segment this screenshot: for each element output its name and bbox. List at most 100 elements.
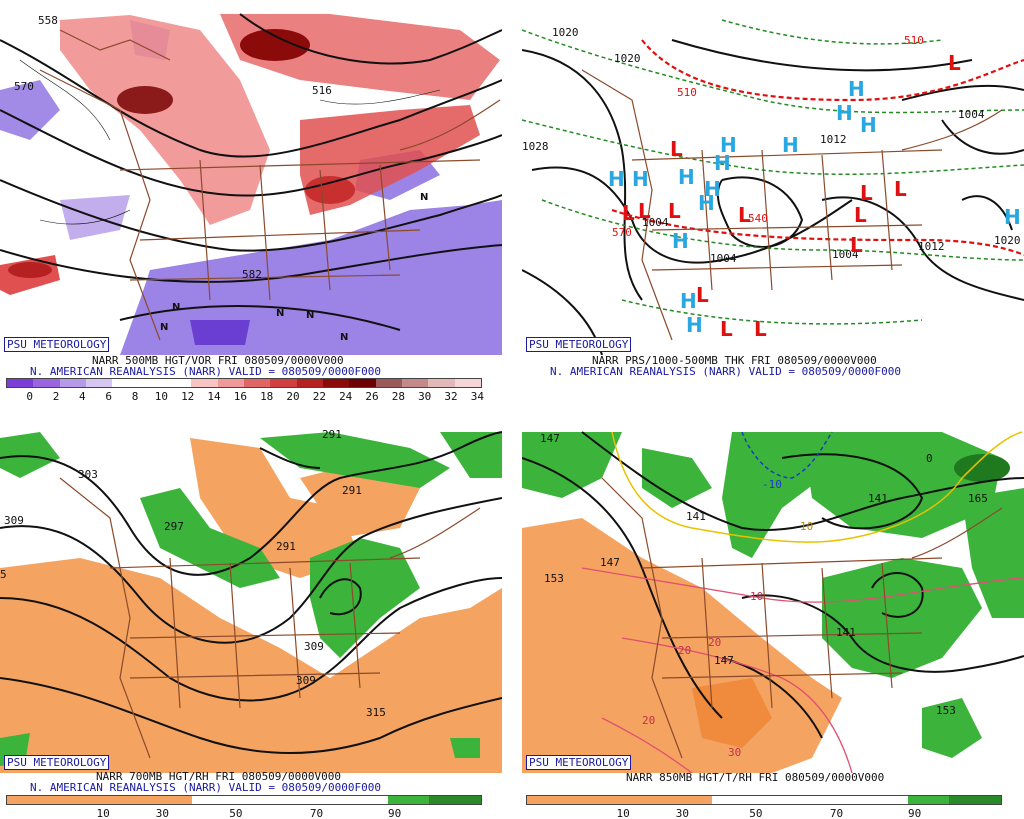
contour-label: 1004 (710, 252, 737, 265)
high-center: H (672, 229, 689, 253)
low-centers: L L L L L L L L L L L L L (622, 51, 961, 341)
contour-label: 1004 (832, 248, 859, 261)
high-center: H (608, 167, 625, 191)
contour-label: 20 (642, 714, 655, 727)
legend-tick-label: 10 (154, 390, 168, 403)
legend-swatch (164, 379, 192, 387)
low-center: L (948, 51, 961, 75)
legend-swatch (388, 796, 429, 804)
legend-tick-label: 0 (26, 390, 33, 403)
psu-meteorology-badge: PSU METEOROLOGY (4, 337, 110, 352)
height-contours (0, 431, 502, 754)
vorticity-legend-labels: 0 2 4 6 8 10 12 14 16 18 20 22 24 26 28 30 32 34 (6, 390, 484, 403)
legend-tick-label: 30 (418, 390, 432, 403)
rh-moist-area (260, 432, 450, 488)
panel-500mb-vorticity: 558 570 516 582 N N N N N N PSU METEOROL… (0, 0, 502, 404)
thin-contours (19, 59, 441, 225)
high-center: H (632, 167, 649, 191)
political-boundaries (601, 477, 1003, 759)
map-500mb: 558 570 516 582 N N N N N N (0, 0, 502, 355)
contour-label: 147 (714, 654, 734, 667)
panel-valid-time: N. AMERICAN REANALYSIS (NARR) VALID = 08… (30, 781, 381, 794)
contour-label: 20 (708, 636, 721, 649)
contour-label: 147 (540, 432, 560, 445)
low-center: L (696, 283, 709, 307)
rh-moist-area (0, 432, 60, 478)
thickness-540-line (611, 39, 1024, 257)
contour-label: 1012 (918, 240, 945, 253)
contour-label: 1020 (994, 234, 1021, 247)
contour-label: 315 (366, 706, 386, 719)
legend-swatch (138, 379, 165, 387)
vorticity-negative-area (0, 80, 60, 140)
legend-swatch (59, 379, 86, 387)
contour-label: 297 (164, 520, 184, 533)
contour-label: 558 (38, 14, 58, 27)
legend-tick-label: 22 (312, 390, 326, 403)
thickness-lines (522, 19, 1024, 325)
minimum-marker: N (340, 332, 348, 343)
legend-swatch (723, 796, 909, 804)
contour-label: 1020 (614, 52, 641, 65)
low-center: L (638, 199, 651, 223)
legend-tick-label: 24 (339, 390, 353, 403)
legend-tick-label: 2 (52, 390, 60, 403)
legend-swatch (191, 379, 218, 387)
high-center: H (720, 133, 737, 157)
psu-meteorology-badge: PSU METEOROLOGY (526, 337, 632, 352)
legend-swatch (428, 379, 455, 387)
legend-tick-label: 10 (616, 807, 630, 819)
contour-label: 1028 (522, 140, 549, 153)
minimum-marker: N (160, 322, 168, 333)
high-center: H (836, 101, 853, 125)
vorticity-max (117, 86, 173, 114)
vorticity-legend-bar (6, 378, 482, 388)
rh-max (954, 454, 1010, 482)
legend-tick-label: 10 (96, 807, 110, 819)
legend-swatch (322, 379, 350, 387)
low-center: L (738, 203, 751, 227)
contour-label: 291 (322, 428, 342, 441)
rh-moist-area (962, 488, 1024, 618)
contour-label: 141 (836, 626, 856, 639)
legend-swatch (711, 796, 724, 804)
psu-meteorology-badge: PSU METEOROLOGY (4, 755, 110, 770)
legend-swatch (375, 379, 402, 387)
rh-moist-area (922, 698, 982, 758)
legend-swatch (217, 379, 244, 387)
positive-isotherms (581, 567, 1024, 773)
low-center: L (850, 233, 863, 257)
high-centers: H H H H H H H H H H H H H H H (608, 77, 1021, 337)
high-center: H (678, 165, 695, 189)
legend-swatch (527, 796, 712, 804)
panel-700mb-rh: 303 309 297 291 291 291 309 309 315 5 PS… (0, 418, 502, 819)
minimum-marker: N (420, 192, 428, 203)
legend-swatch (7, 796, 192, 804)
contour-label: 516 (312, 84, 332, 97)
contour-label: 0 (926, 452, 933, 465)
contour-label: 303 (78, 468, 98, 481)
legend-tick-label: 90 (908, 807, 922, 819)
contour-label: 20 (678, 644, 691, 657)
legend-swatch (191, 796, 204, 804)
low-center: L (754, 317, 767, 341)
panel-title: NARR 700MB HGT/RH FRI 080509/0000V000 (96, 770, 342, 783)
zero-isotherm (611, 431, 1023, 543)
vorticity-max (305, 176, 355, 204)
map-850mb: 147 153 147 141 141 141 147 153 0 -10 10… (522, 418, 1024, 773)
contour-label: 147 (600, 556, 620, 569)
legend-tick-label: 32 (444, 390, 458, 403)
legend-tick-label: 6 (105, 390, 112, 403)
contour-label: -10 (762, 478, 782, 491)
rh-legend-labels: 10 30 50 70 90 (6, 807, 480, 819)
legend-swatch (112, 379, 139, 387)
panel-valid-time: N. AMERICAN REANALYSIS (NARR) VALID = 08… (550, 365, 901, 378)
minimum-marker: N (276, 308, 284, 319)
low-center: L (720, 317, 733, 341)
low-center: L (622, 201, 635, 225)
contour-label: 291 (342, 484, 362, 497)
legend-tick-label: 12 (181, 390, 195, 403)
contour-label: 309 (296, 674, 316, 687)
legend-tick-label: 18 (260, 390, 274, 403)
legend-swatch (7, 379, 34, 387)
